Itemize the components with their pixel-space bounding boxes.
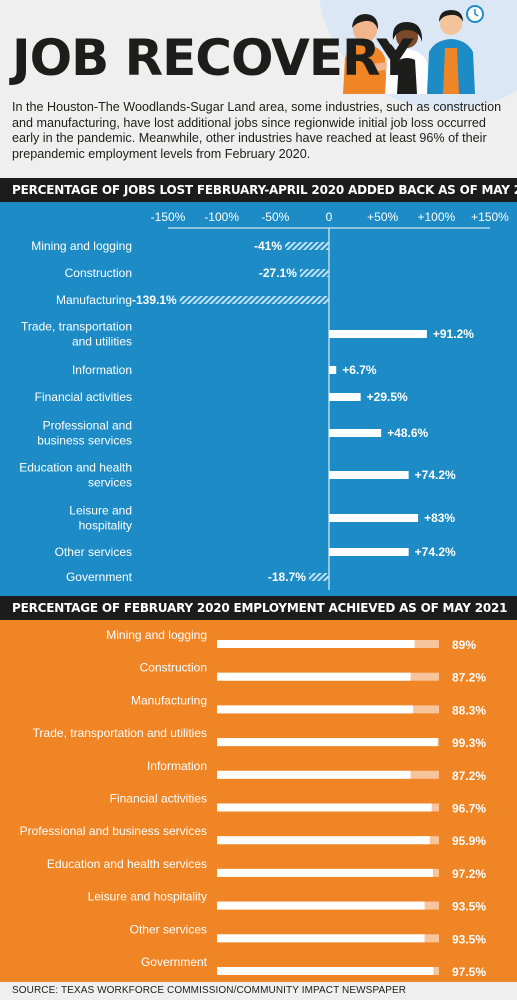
header: JOB RECOVERY In the Houston-The Woodland… <box>0 0 517 178</box>
bar <box>217 770 411 779</box>
category-label: Trade, transportation and utilities <box>33 726 207 740</box>
chart1-panel: -150% -100% -50% 0 +50% +100% +150% Mining and … <box>0 202 517 596</box>
category-label: Leisure and <box>69 504 132 518</box>
category-label: Information <box>147 759 207 773</box>
bar <box>217 640 415 648</box>
bar <box>329 471 409 479</box>
bar <box>329 514 419 522</box>
category-label: Other services <box>55 545 132 559</box>
bar <box>329 429 382 437</box>
x-tick-label: 0 <box>326 210 333 224</box>
category-label: services <box>88 476 132 490</box>
category-label: Financial activities <box>110 792 207 806</box>
footer: SOURCE: TEXAS WORKFORCE COMMISSION/COMMU… <box>0 982 517 1000</box>
x-tick-label: +100% <box>417 210 455 224</box>
category-label: Professional and <box>43 419 132 433</box>
category-label: Education and health services <box>47 857 207 871</box>
bar <box>217 868 433 877</box>
x-tick-label: -100% <box>204 210 239 224</box>
bar <box>217 803 432 812</box>
bar <box>329 548 409 556</box>
x-tick-label: +150% <box>471 210 509 224</box>
x-tick-label: -50% <box>261 210 289 224</box>
category-label: Other services <box>130 922 207 936</box>
chart2-panel: Mining and logging 89% Construction 87.2% Ma… <box>0 620 517 982</box>
bar <box>308 573 329 581</box>
value-label: -41% <box>254 239 282 253</box>
value-label: +91.2% <box>433 327 474 341</box>
chart1-plot: -150% -100% -50% 0 +50% +100% +150% Mining and … <box>19 210 509 590</box>
bar <box>217 836 430 845</box>
chart2-title: PERCENTAGE OF FEBRUARY 2020 EMPLOYMENT A… <box>0 596 517 620</box>
chart1-title: PERCENTAGE OF JOBS LOST FEBRUARY-APRIL 2… <box>0 178 517 202</box>
value-label: +6.7% <box>342 363 377 377</box>
value-label: 99.3% <box>452 736 486 750</box>
bar <box>217 934 425 943</box>
category-label: Construction <box>140 661 207 675</box>
value-label: -18.7% <box>268 570 306 584</box>
value-label: +29.5% <box>367 390 408 404</box>
category-label: business services <box>37 434 132 448</box>
value-label: 97.5% <box>452 965 486 979</box>
people-illustration <box>343 5 484 94</box>
bar <box>299 269 329 277</box>
category-label: Mining and logging <box>31 239 132 253</box>
person-center <box>385 22 429 94</box>
value-label: +74.2% <box>415 468 456 482</box>
bar <box>329 393 361 401</box>
chart2-plot: Mining and logging 89% Construction 87.2% Ma… <box>20 628 487 979</box>
value-label: 89% <box>452 638 476 652</box>
bar <box>217 967 434 975</box>
category-label: Manufacturing <box>131 693 207 707</box>
value-label: 88.3% <box>452 703 486 717</box>
category-label: Financial activities <box>35 390 132 404</box>
bar <box>329 330 427 338</box>
category-label: Trade, transportation <box>21 320 132 334</box>
category-label: Professional and business services <box>20 824 207 838</box>
bar <box>329 366 337 374</box>
bar <box>179 296 329 304</box>
category-label: Leisure and hospitality <box>88 890 207 904</box>
value-label: 93.5% <box>452 932 486 946</box>
category-label: Education and health <box>19 461 132 475</box>
value-label: 96.7% <box>452 802 486 816</box>
value-label: -27.1% <box>259 266 297 280</box>
category-label: Mining and logging <box>106 628 207 642</box>
x-tick-label: -150% <box>151 210 186 224</box>
category-label: Government <box>141 955 208 969</box>
bar <box>217 705 414 714</box>
value-label: 95.9% <box>452 834 486 848</box>
category-label: Construction <box>65 266 132 280</box>
page-title: JOB RECOVERY <box>12 29 413 87</box>
value-label: +48.6% <box>387 426 428 440</box>
bar <box>217 738 438 747</box>
category-label: Information <box>72 363 132 377</box>
category-label: hospitality <box>79 519 132 533</box>
category-label: and utilities <box>72 335 132 349</box>
bar <box>217 901 425 910</box>
person-blue <box>427 10 475 94</box>
value-label: 87.2% <box>452 769 486 783</box>
category-label: Government <box>66 570 133 584</box>
value-label: +83% <box>424 511 455 525</box>
source-note: SOURCE: TEXAS WORKFORCE COMMISSION/COMMU… <box>12 985 407 996</box>
value-label: -139.1% <box>132 293 177 307</box>
bar <box>284 242 329 250</box>
x-tick-label: +50% <box>367 210 398 224</box>
clock-icon <box>466 5 484 23</box>
value-label: +74.2% <box>415 545 456 559</box>
category-label: Manufacturing <box>56 293 132 307</box>
intro-paragraph: In the Houston-The Woodlands-Sugar Land … <box>12 100 502 161</box>
value-label: 97.2% <box>452 867 486 881</box>
value-label: 93.5% <box>452 900 486 914</box>
bar <box>217 672 411 681</box>
value-label: 87.2% <box>452 671 486 685</box>
